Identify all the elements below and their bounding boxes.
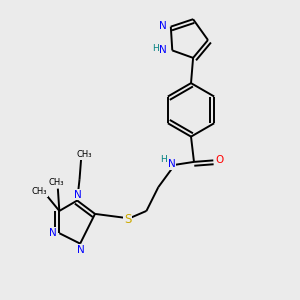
Text: N: N	[74, 190, 82, 200]
Text: O: O	[216, 155, 224, 165]
Text: N: N	[160, 45, 167, 55]
Text: CH₃: CH₃	[32, 187, 47, 196]
Text: N: N	[168, 159, 176, 169]
Text: CH₃: CH₃	[77, 150, 92, 159]
Text: S: S	[124, 213, 131, 226]
Text: N: N	[49, 228, 57, 238]
Text: H: H	[152, 44, 158, 52]
Text: CH₃: CH₃	[49, 178, 64, 187]
Text: H: H	[160, 155, 167, 164]
Text: N: N	[77, 244, 85, 255]
Text: N: N	[159, 21, 167, 31]
